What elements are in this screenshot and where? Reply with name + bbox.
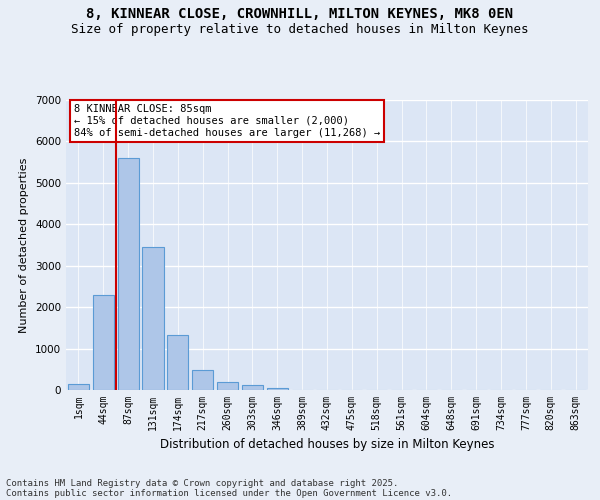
Text: Contains public sector information licensed under the Open Government Licence v3: Contains public sector information licen… bbox=[6, 488, 452, 498]
Text: 8, KINNEAR CLOSE, CROWNHILL, MILTON KEYNES, MK8 0EN: 8, KINNEAR CLOSE, CROWNHILL, MILTON KEYN… bbox=[86, 8, 514, 22]
Bar bbox=[217, 382, 238, 390]
Bar bbox=[68, 384, 89, 390]
Text: Contains HM Land Registry data © Crown copyright and database right 2025.: Contains HM Land Registry data © Crown c… bbox=[6, 478, 398, 488]
Bar bbox=[167, 336, 188, 390]
Bar bbox=[118, 158, 139, 390]
Text: Size of property relative to detached houses in Milton Keynes: Size of property relative to detached ho… bbox=[71, 22, 529, 36]
Bar bbox=[192, 370, 213, 390]
Bar bbox=[142, 247, 164, 390]
X-axis label: Distribution of detached houses by size in Milton Keynes: Distribution of detached houses by size … bbox=[160, 438, 494, 452]
Text: 8 KINNEAR CLOSE: 85sqm
← 15% of detached houses are smaller (2,000)
84% of semi-: 8 KINNEAR CLOSE: 85sqm ← 15% of detached… bbox=[74, 104, 380, 138]
Bar bbox=[242, 385, 263, 390]
Bar bbox=[267, 388, 288, 390]
Y-axis label: Number of detached properties: Number of detached properties bbox=[19, 158, 29, 332]
Bar bbox=[93, 294, 114, 390]
